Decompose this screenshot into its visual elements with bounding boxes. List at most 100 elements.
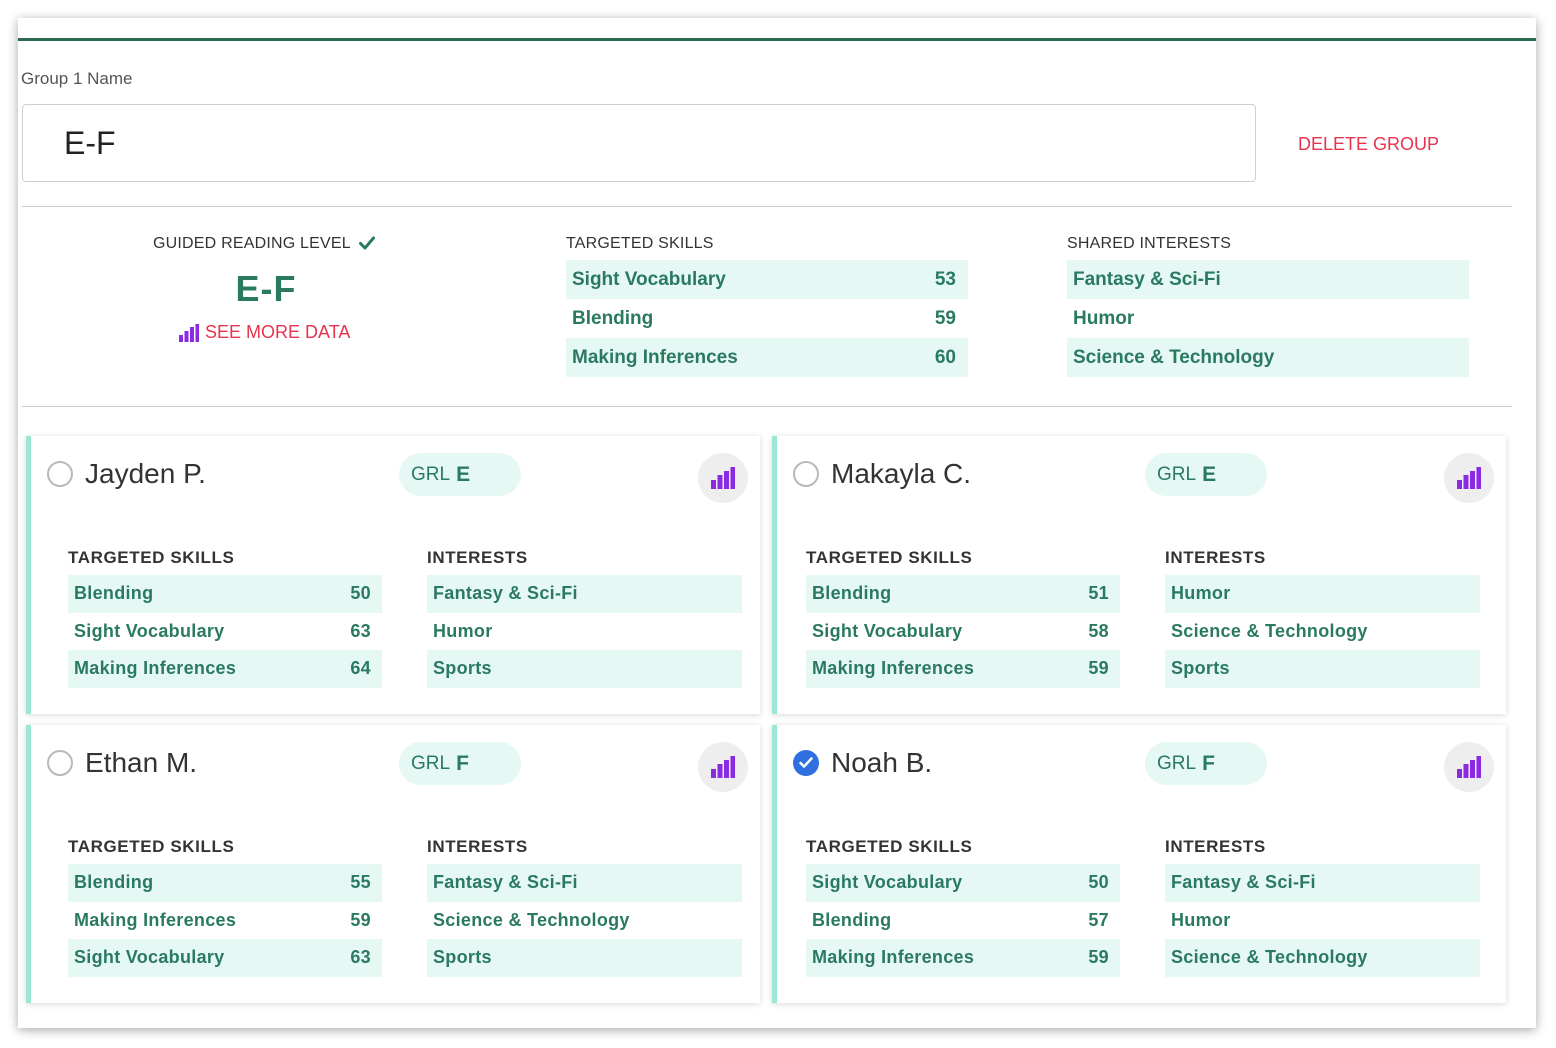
skill-name: Making Inferences	[812, 658, 975, 679]
skill-row: Making Inferences 60	[566, 338, 968, 377]
skill-score: 51	[1088, 583, 1109, 604]
grl-badge: GRL E	[1145, 453, 1267, 496]
student-data-button[interactable]	[698, 742, 748, 792]
grl-badge: GRL E	[399, 453, 521, 496]
group-skills-list: Sight Vocabulary 53 Blending 59 Making I…	[566, 260, 968, 377]
student-data-button[interactable]	[1444, 453, 1494, 503]
skill-row: Making Inferences 59	[806, 650, 1120, 688]
skill-row: Making Inferences 64	[68, 650, 382, 688]
skill-row: Sight Vocabulary 58	[806, 613, 1120, 651]
interest-name: Sports	[1171, 658, 1230, 679]
grl-badge-level: F	[456, 751, 469, 775]
interest-row: Humor	[1165, 902, 1480, 940]
interest-name: Fantasy & Sci-Fi	[433, 872, 578, 893]
skill-score: 63	[350, 947, 371, 968]
student-select-radio[interactable]	[793, 461, 819, 487]
skill-name: Making Inferences	[74, 658, 237, 679]
bar-chart-icon	[711, 756, 735, 778]
skill-row: Sight Vocabulary 63	[68, 613, 382, 651]
skill-name: Blending	[74, 583, 154, 604]
divider	[22, 406, 1512, 407]
interests-heading: INTERESTS	[1165, 548, 1266, 567]
skill-score: 63	[350, 620, 371, 641]
grl-badge-label: GRL	[411, 752, 451, 774]
skill-row: Blending 57	[806, 902, 1120, 940]
skill-row: Making Inferences 59	[806, 939, 1120, 977]
interest-name: Humor	[1171, 909, 1231, 930]
student-data-button[interactable]	[698, 453, 748, 503]
top-accent-bar	[18, 38, 1536, 41]
student-data-button[interactable]	[1444, 742, 1494, 792]
student-name: Makayla C.	[831, 458, 972, 489]
interest-name: Science & Technology	[1171, 620, 1368, 641]
group-name-input[interactable]	[22, 104, 1256, 182]
skill-score: 59	[934, 307, 956, 329]
shared-interests-heading: SHARED INTERESTS	[1067, 235, 1232, 252]
skill-name: Sight Vocabulary	[812, 620, 963, 641]
interest-name: Humor	[1171, 583, 1231, 604]
interest-name: Sports	[433, 658, 492, 679]
skill-score: 59	[1088, 658, 1109, 679]
skill-name: Sight Vocabulary	[572, 268, 726, 290]
skill-name: Sight Vocabulary	[812, 872, 963, 893]
interest-row: Fantasy & Sci-Fi	[427, 864, 742, 902]
skill-row: Blending 50	[68, 575, 382, 613]
grl-heading: GUIDED READING LEVEL	[153, 235, 375, 253]
grl-badge-level: F	[1202, 751, 1215, 775]
skill-score: 58	[1088, 620, 1109, 641]
skill-row: Making Inferences 59	[68, 902, 382, 940]
student-select-radio[interactable]	[47, 750, 73, 776]
skill-name: Blending	[74, 872, 154, 893]
interest-name: Science & Technology	[1171, 947, 1368, 968]
divider	[22, 206, 1512, 207]
skill-score: 50	[1088, 872, 1109, 893]
student-select-radio[interactable]	[47, 461, 73, 487]
interest-name: Humor	[1073, 307, 1135, 329]
skill-score: 64	[350, 658, 371, 679]
student-skills-list: Blending 50 Sight Vocabulary 63 Making Inf…	[68, 575, 382, 688]
student-skills-list: Blending 51 Sight Vocabulary 58 Making Inf…	[806, 575, 1120, 688]
interest-row: Sports	[1165, 650, 1480, 688]
interest-name: Fantasy & Sci-Fi	[1073, 268, 1221, 290]
skill-row: Blending 59	[566, 299, 968, 338]
grl-badge-label: GRL	[1157, 752, 1197, 774]
interest-row: Humor	[427, 613, 742, 651]
see-more-data-link[interactable]: SEE MORE DATA	[179, 322, 350, 343]
shared-interests-list: Fantasy & Sci-Fi Humor Science & Technol…	[1067, 260, 1469, 377]
skill-score: 59	[1088, 947, 1109, 968]
grl-badge: GRL F	[1145, 742, 1267, 785]
grl-badge-label: GRL	[411, 463, 451, 485]
interests-heading: INTERESTS	[1165, 837, 1266, 856]
student-interests-list: Humor Science & Technology Sports	[1165, 575, 1480, 688]
interest-name: Fantasy & Sci-Fi	[1171, 872, 1316, 893]
interest-name: Science & Technology	[433, 909, 630, 930]
interest-row: Fantasy & Sci-Fi	[1165, 864, 1480, 902]
interests-heading: INTERESTS	[427, 548, 528, 567]
student-card: Makayla C. GRL E TARGETED SKILLS Blendin…	[772, 436, 1506, 714]
targeted-skills-heading: TARGETED SKILLS	[566, 235, 714, 252]
bar-chart-icon	[1457, 756, 1481, 778]
student-skills-list: Blending 55 Making Inferences 59 Sight Voc…	[68, 864, 382, 977]
skill-row: Sight Vocabulary 63	[68, 939, 382, 977]
skill-name: Blending	[812, 909, 892, 930]
skill-name: Making Inferences	[74, 909, 237, 930]
skill-name: Making Inferences	[572, 346, 738, 368]
targeted-skills-heading: TARGETED SKILLS	[806, 548, 973, 567]
grl-badge-level: E	[1202, 462, 1217, 486]
student-interests-list: Fantasy & Sci-Fi Humor Science & Technol…	[1165, 864, 1480, 977]
bar-chart-icon	[1457, 467, 1481, 489]
delete-group-button[interactable]: DELETE GROUP	[1298, 134, 1440, 154]
group-name-label: Group 1 Name	[21, 69, 133, 88]
skill-row: Sight Vocabulary 53	[566, 260, 968, 299]
grl-heading-label: GUIDED READING LEVEL	[153, 235, 351, 252]
skill-row: Blending 55	[68, 864, 382, 902]
interest-name: Humor	[433, 620, 493, 641]
interest-name: Science & Technology	[1073, 346, 1275, 368]
interest-row: Science & Technology	[1165, 613, 1480, 651]
student-card: Jayden P. GRL E TARGETED SKILLS Blending…	[26, 436, 760, 714]
student-select-radio[interactable]	[793, 750, 819, 776]
interest-name: Sports	[433, 947, 492, 968]
skill-score: 57	[1088, 909, 1109, 930]
interest-row: Fantasy & Sci-Fi	[1067, 260, 1469, 299]
targeted-skills-heading: TARGETED SKILLS	[68, 548, 235, 567]
